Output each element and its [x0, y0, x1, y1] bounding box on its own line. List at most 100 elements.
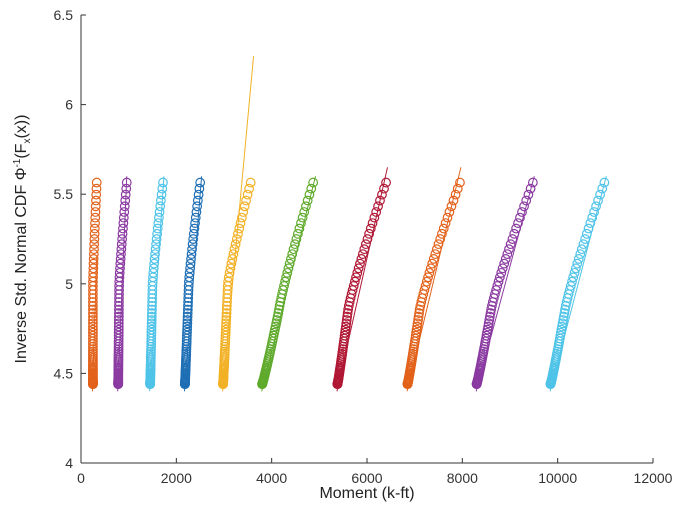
data-point: [342, 311, 353, 322]
y-axis-label-main: Inverse Std. Normal CDF Φ: [13, 168, 30, 364]
data-point: [221, 321, 231, 332]
data-point: [513, 218, 523, 229]
data-point: [117, 228, 128, 239]
data-point: [154, 207, 165, 217]
data-point: [485, 311, 495, 322]
data-point: [235, 218, 246, 229]
data-point: [375, 195, 385, 206]
data-point: [360, 239, 371, 250]
data-point: [272, 311, 283, 322]
data-point: [302, 195, 313, 206]
x-tick-label: 4000: [256, 470, 287, 486]
data-point: [585, 218, 596, 229]
data-point: [88, 321, 98, 332]
data-point: [91, 195, 101, 206]
y-axis-label-paren: (F: [13, 143, 30, 158]
data-point: [116, 249, 126, 260]
data-point: [274, 300, 285, 311]
data-point: [182, 321, 193, 332]
data-point: [88, 318, 98, 329]
data-point: [114, 304, 124, 315]
data-point: [413, 315, 423, 325]
data-point: [146, 318, 157, 329]
data-point: [90, 212, 101, 223]
data-point: [151, 239, 161, 250]
data-point: [272, 315, 282, 325]
data-point: [153, 218, 164, 229]
data-point: [431, 244, 442, 255]
data-point: [114, 267, 125, 278]
data-point: [221, 308, 232, 318]
y-tick-label: 4.5: [54, 365, 74, 381]
data-point: [90, 218, 100, 229]
y-axis-label-sup: -1: [12, 158, 23, 167]
data-point: [367, 218, 378, 229]
data-point: [187, 244, 197, 255]
data-point: [341, 318, 352, 329]
data-point: [569, 267, 580, 278]
data-point: [242, 189, 253, 200]
data-point: [221, 315, 232, 325]
series-group: [180, 176, 206, 392]
data-point: [154, 212, 164, 223]
data-point: [88, 315, 98, 325]
data-point: [589, 207, 600, 217]
y-tick-label: 6: [65, 97, 73, 113]
data-point: [88, 346, 98, 357]
series-group: [332, 167, 391, 392]
data-point: [115, 254, 126, 264]
data-point: [496, 267, 507, 278]
data-point: [414, 308, 424, 318]
data-point: [340, 324, 351, 335]
data-point: [500, 254, 511, 264]
series-group: [113, 176, 132, 392]
data-point: [420, 281, 431, 291]
data-point: [146, 327, 157, 338]
data-point: [425, 263, 436, 274]
x-tick-label: 0: [77, 470, 85, 486]
data-point: [152, 223, 163, 234]
data-point: [593, 195, 603, 206]
data-point: [157, 183, 168, 194]
data-point: [483, 321, 494, 332]
data-point: [89, 228, 100, 239]
data-point: [116, 239, 127, 250]
data-point: [182, 308, 193, 318]
data-point: [507, 234, 518, 244]
y-tick-label: 5: [65, 276, 73, 292]
data-point: [273, 308, 284, 318]
data-point: [118, 212, 129, 223]
data-point: [192, 195, 203, 206]
data-point: [194, 183, 205, 194]
data-point: [88, 258, 99, 269]
data-point: [355, 258, 365, 269]
data-point: [342, 308, 353, 318]
data-point: [580, 234, 590, 244]
data-point: [91, 189, 102, 200]
data-point: [573, 254, 584, 264]
x-tick-label: 6000: [351, 470, 382, 486]
y-axis-label-tail: (x)): [13, 115, 30, 139]
data-point: [274, 304, 284, 315]
x-tick-label: 10000: [538, 470, 577, 486]
data-point: [88, 249, 99, 260]
data-point: [89, 244, 99, 255]
data-point: [113, 344, 124, 354]
data-point: [188, 234, 199, 244]
data-point: [357, 249, 368, 260]
data-point: [381, 177, 391, 188]
y-axis-ticks: 4 4.5 5 5.5 6 6.5: [54, 7, 86, 471]
data-point: [558, 311, 569, 322]
data-point: [446, 201, 457, 212]
data-point: [492, 281, 503, 291]
data-point: [151, 234, 162, 244]
data-point: [517, 207, 527, 217]
data-point: [455, 177, 465, 188]
data-point: [343, 300, 354, 311]
data-point: [349, 276, 360, 287]
data-point: [221, 311, 232, 322]
data-point: [424, 267, 435, 278]
data-point: [90, 207, 101, 217]
data-point: [499, 258, 510, 269]
